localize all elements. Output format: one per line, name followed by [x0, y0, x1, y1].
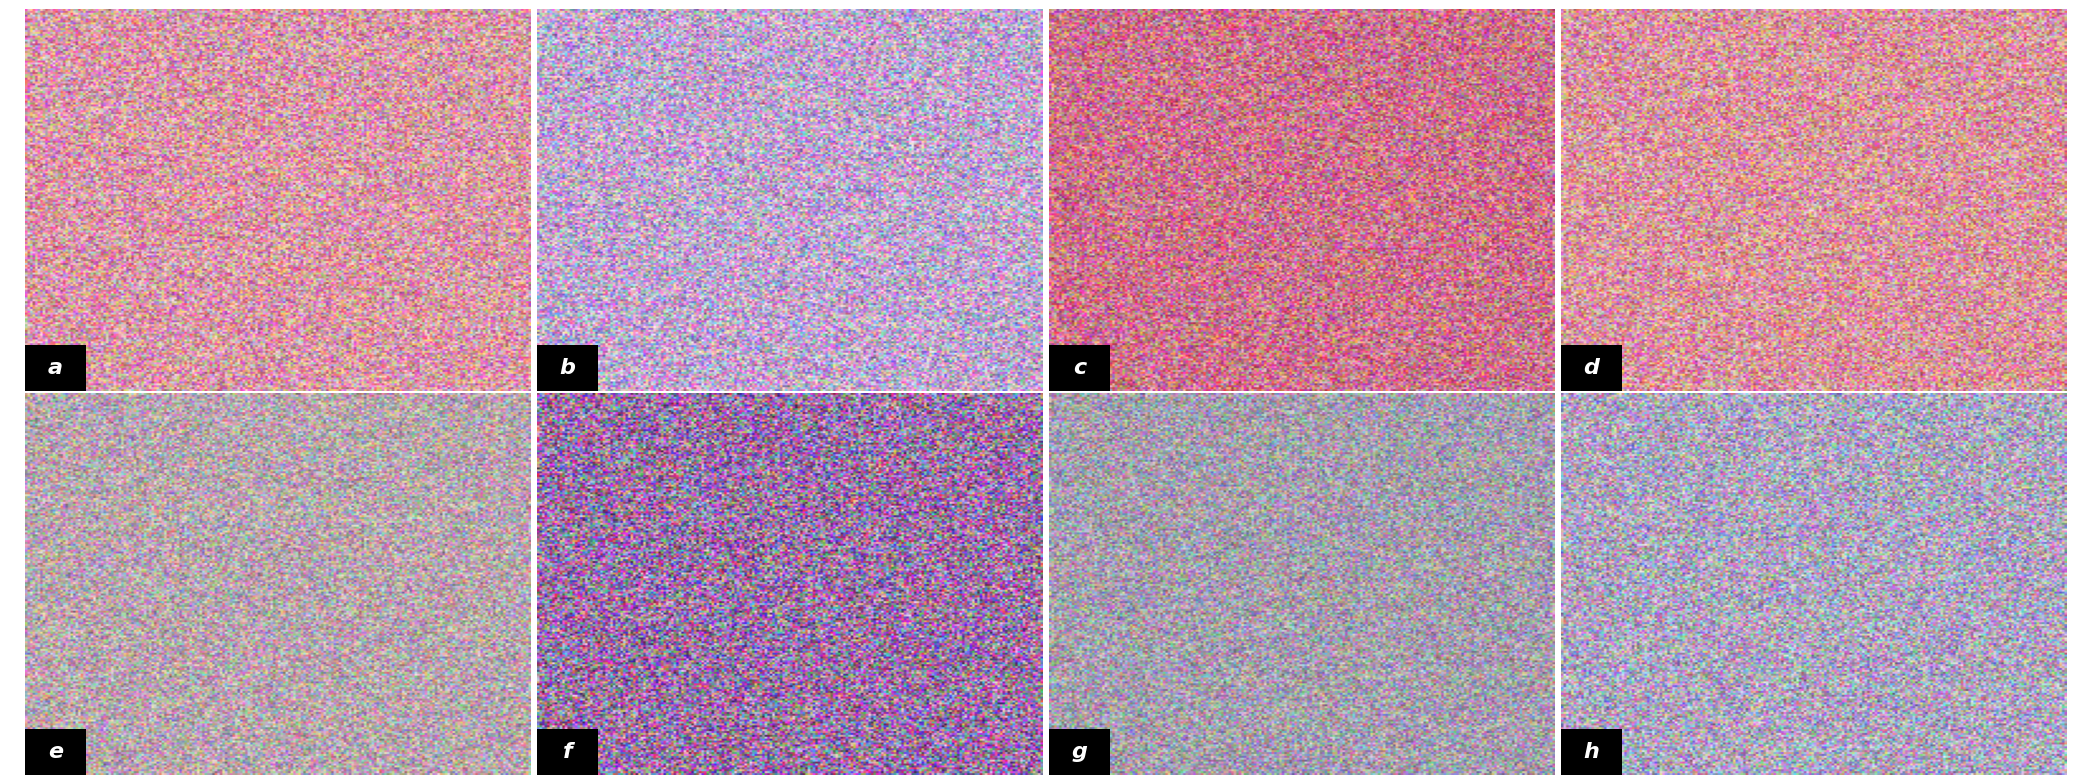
Bar [1561, 345, 1621, 390]
Text: g: g [1071, 742, 1088, 762]
Text: f: f [563, 742, 573, 762]
Text: c: c [1073, 358, 1086, 378]
Bar [25, 345, 86, 390]
Bar [538, 345, 598, 390]
Bar [1561, 729, 1621, 775]
Bar [1048, 729, 1111, 775]
Text: a: a [48, 358, 63, 378]
Text: h: h [1584, 742, 1600, 762]
Bar [1048, 345, 1111, 390]
Text: e: e [48, 742, 63, 762]
Text: d: d [1584, 358, 1600, 378]
Bar [538, 729, 598, 775]
Bar [25, 729, 86, 775]
Text: b: b [559, 358, 575, 378]
